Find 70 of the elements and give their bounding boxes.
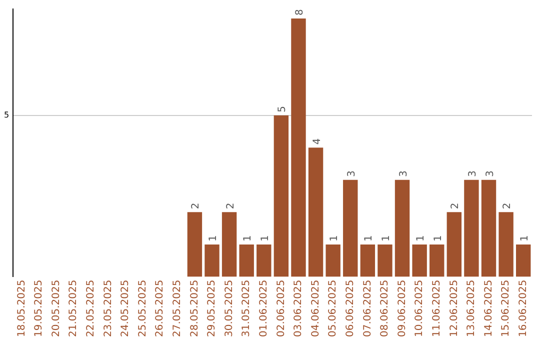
- bar: [308, 148, 324, 277]
- x-tick-label: 13.06.2025: [466, 280, 478, 338]
- data-label: 2: [190, 202, 202, 210]
- x-tick-label: 31.05.2025: [241, 280, 252, 338]
- bar: [378, 244, 392, 277]
- bar: [412, 244, 427, 277]
- x-tick-label: 28.05.2025: [189, 280, 200, 338]
- data-label: 3: [484, 170, 496, 177]
- bar: [360, 244, 376, 277]
- data-label: 1: [260, 235, 271, 242]
- x-tick-label: 11.06.2025: [431, 280, 442, 338]
- bar: [291, 18, 306, 277]
- bar: [464, 180, 479, 277]
- bar: [394, 180, 410, 277]
- x-tick-label: 16.06.2025: [518, 280, 529, 338]
- x-tick-label: 06.06.2025: [344, 280, 356, 338]
- x-tick-label: 01.06.2025: [258, 280, 270, 338]
- data-label: 2: [502, 202, 514, 210]
- x-tick-label: 09.06.2025: [396, 280, 408, 338]
- x-tick-label: 21.05.2025: [68, 280, 80, 338]
- x-tick-label: 08.06.2025: [380, 280, 391, 338]
- x-tick-label: 15.06.2025: [500, 280, 512, 338]
- x-tick-label: 25.05.2025: [137, 280, 148, 338]
- x-tick-label: 18.05.2025: [16, 280, 28, 338]
- x-tick-label: 04.06.2025: [310, 280, 322, 338]
- bar: [204, 244, 220, 277]
- data-label: 4: [312, 138, 323, 145]
- x-tick-label: 10.06.2025: [414, 280, 426, 338]
- x-tick-label: 14.06.2025: [483, 280, 494, 338]
- x-tick-label: 07.06.2025: [362, 280, 374, 338]
- x-tick-label: 27.05.2025: [172, 280, 184, 338]
- data-label: 3: [346, 170, 358, 177]
- bar: [430, 244, 444, 277]
- data-label: 1: [329, 235, 340, 242]
- data-label: 3: [467, 170, 478, 177]
- data-label: 1: [242, 235, 254, 242]
- x-tick-label: 20.05.2025: [50, 280, 62, 338]
- x-tick-label: 22.05.2025: [86, 280, 97, 338]
- x-tick-label: 30.05.2025: [224, 280, 235, 338]
- data-label: 2: [225, 202, 236, 210]
- data-label: 1: [208, 235, 220, 242]
- x-tick-label: 02.06.2025: [276, 280, 287, 338]
- x-tick-label: 23.05.2025: [102, 280, 114, 338]
- x-tick-label: 12.06.2025: [448, 280, 460, 338]
- bar: [326, 244, 340, 277]
- bar: [516, 244, 531, 277]
- data-label: 1: [432, 235, 444, 242]
- data-label: 3: [398, 170, 410, 177]
- data-label: 5: [277, 106, 288, 112]
- x-tick-label: 24.05.2025: [120, 280, 132, 338]
- x-tick-label: 19.05.2025: [34, 280, 45, 338]
- x-tick-label: 26.05.2025: [154, 280, 166, 338]
- bar: [222, 212, 237, 277]
- x-tick-label: 03.06.2025: [293, 280, 304, 338]
- x-tick-label: 29.05.2025: [206, 280, 218, 338]
- bar: [446, 212, 462, 277]
- bar: [256, 244, 272, 277]
- data-label: 8: [294, 9, 306, 16]
- bar: [343, 180, 358, 277]
- bar: [498, 212, 514, 277]
- bar: [274, 115, 289, 277]
- bar: [481, 180, 496, 277]
- data-label: 1: [364, 235, 375, 242]
- data-label: 1: [380, 235, 392, 242]
- x-tick-label: 05.06.2025: [328, 280, 339, 338]
- data-label: 1: [416, 235, 427, 242]
- data-label: 2: [450, 202, 462, 210]
- bar: [187, 212, 202, 277]
- data-label: 1: [519, 235, 530, 242]
- bar: [239, 244, 254, 277]
